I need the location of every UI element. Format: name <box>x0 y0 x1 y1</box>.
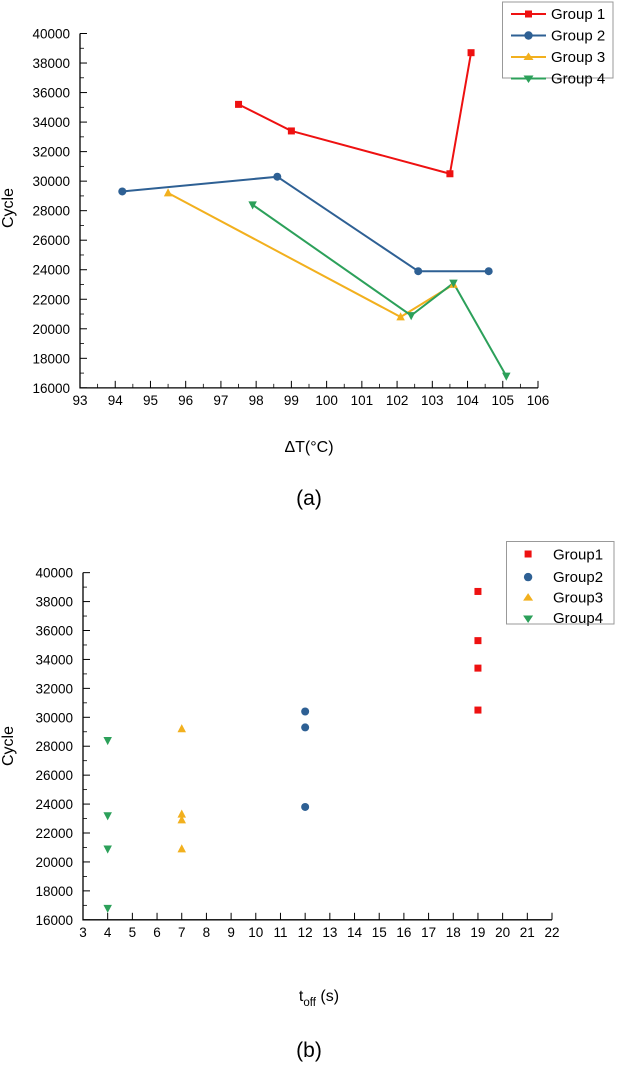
svg-text:20000: 20000 <box>35 855 73 870</box>
svg-text:32000: 32000 <box>32 145 70 160</box>
svg-text:100: 100 <box>315 393 338 408</box>
svg-text:Group 1: Group 1 <box>551 6 605 23</box>
svg-text:10: 10 <box>248 925 263 940</box>
svg-text:40000: 40000 <box>35 566 73 581</box>
svg-text:Group 4: Group 4 <box>551 71 605 88</box>
svg-text:93: 93 <box>72 393 87 408</box>
svg-text:99: 99 <box>284 393 299 408</box>
svg-text:Cycle: Cycle <box>0 726 17 766</box>
svg-text:Group4: Group4 <box>553 610 603 627</box>
svg-text:32000: 32000 <box>35 681 73 696</box>
svg-text:18000: 18000 <box>32 351 70 366</box>
svg-text:18: 18 <box>446 925 461 940</box>
svg-text:30000: 30000 <box>32 174 70 189</box>
svg-text:12: 12 <box>298 925 313 940</box>
svg-text:21: 21 <box>520 925 535 940</box>
svg-text:30000: 30000 <box>35 710 73 725</box>
svg-text:7: 7 <box>178 925 186 940</box>
svg-text:11: 11 <box>273 925 287 940</box>
svg-text:Group3: Group3 <box>553 590 603 607</box>
svg-text:94: 94 <box>108 393 124 408</box>
svg-text:40000: 40000 <box>32 27 70 42</box>
svg-text:13: 13 <box>322 925 337 940</box>
svg-text:28000: 28000 <box>35 739 73 754</box>
svg-text:34000: 34000 <box>35 652 73 667</box>
svg-text:98: 98 <box>249 393 264 408</box>
svg-text:36000: 36000 <box>35 624 73 639</box>
svg-text:105: 105 <box>492 393 515 408</box>
svg-text:(a): (a) <box>296 487 322 510</box>
svg-text:106: 106 <box>527 393 550 408</box>
svg-text:38000: 38000 <box>32 56 70 71</box>
svg-text:36000: 36000 <box>32 86 70 101</box>
svg-text:26000: 26000 <box>32 233 70 248</box>
svg-text:16000: 16000 <box>32 381 70 396</box>
svg-text:101: 101 <box>351 393 374 408</box>
svg-text:16: 16 <box>396 925 411 940</box>
svg-text:22000: 22000 <box>35 826 73 841</box>
svg-text:18000: 18000 <box>35 884 73 899</box>
svg-text:3: 3 <box>79 925 87 940</box>
svg-text:20000: 20000 <box>32 322 70 337</box>
svg-text:8: 8 <box>203 925 211 940</box>
svg-text:Group1: Group1 <box>553 547 603 564</box>
svg-text:ΔT(°C): ΔT(°C) <box>284 439 333 456</box>
svg-text:9: 9 <box>227 925 235 940</box>
svg-text:6: 6 <box>153 925 161 940</box>
svg-text:5: 5 <box>129 925 137 940</box>
svg-text:20: 20 <box>495 925 510 940</box>
svg-text:Group2: Group2 <box>553 569 603 586</box>
svg-text:28000: 28000 <box>32 204 70 219</box>
svg-text:17: 17 <box>421 925 436 940</box>
svg-text:34000: 34000 <box>32 115 70 130</box>
svg-text:102: 102 <box>386 393 409 408</box>
svg-text:24000: 24000 <box>32 263 70 278</box>
svg-text:16000: 16000 <box>35 913 73 928</box>
svg-text:Cycle: Cycle <box>0 188 17 228</box>
svg-text:26000: 26000 <box>35 768 73 783</box>
svg-text:22: 22 <box>544 925 559 940</box>
svg-text:104: 104 <box>456 393 479 408</box>
svg-text:14: 14 <box>347 925 363 940</box>
svg-text:24000: 24000 <box>35 797 73 812</box>
svg-text:97: 97 <box>213 393 228 408</box>
svg-text:96: 96 <box>178 393 193 408</box>
svg-text:95: 95 <box>143 393 158 408</box>
svg-text:15: 15 <box>372 925 387 940</box>
svg-text:103: 103 <box>421 393 444 408</box>
svg-text:22000: 22000 <box>32 292 70 307</box>
svg-text:Group 3: Group 3 <box>551 49 605 66</box>
svg-text:(b): (b) <box>296 1039 322 1062</box>
svg-text:4: 4 <box>104 925 112 940</box>
svg-text:Group 2: Group 2 <box>551 28 605 45</box>
svg-text:19: 19 <box>470 925 485 940</box>
svg-text:38000: 38000 <box>35 595 73 610</box>
